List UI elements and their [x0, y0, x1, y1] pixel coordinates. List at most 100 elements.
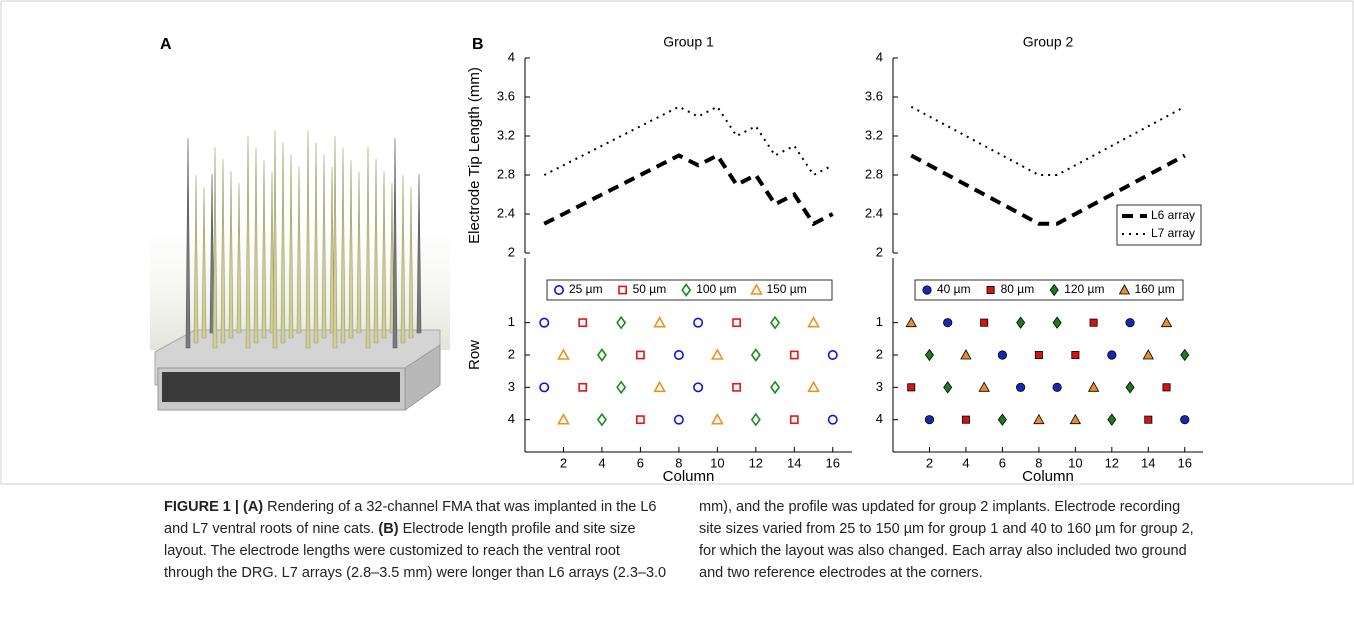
marker: [997, 413, 1007, 426]
marker: [539, 382, 550, 393]
marker: [557, 348, 570, 360]
x-tick-label: 14: [1141, 455, 1155, 470]
y-tick-label: 2.4: [865, 205, 883, 220]
data-line: [910, 153, 1186, 226]
electrode-shank: [340, 148, 346, 344]
marker: [807, 316, 820, 328]
marker: [596, 348, 607, 362]
electrode-shank: [193, 175, 199, 344]
caption-label: FIGURE 1 |: [164, 499, 239, 515]
marker: [673, 414, 684, 425]
marker: [1071, 350, 1080, 359]
marker: [943, 381, 953, 394]
marker: [961, 415, 970, 424]
figure-frame: [0, 0, 1354, 485]
marker: [1180, 348, 1190, 362]
electrode-shank: [185, 138, 191, 349]
x-tick-label: 2: [560, 455, 567, 470]
y-tick-label: 2: [508, 346, 515, 361]
marker: [1052, 382, 1062, 392]
marker: [980, 318, 989, 327]
marker: [636, 415, 645, 425]
x-tick-label: 6: [637, 455, 644, 470]
electrode-shank: [400, 175, 406, 344]
x-axis-label: Column: [1022, 468, 1074, 485]
x-tick-label: 12: [749, 455, 763, 470]
x-tick-label: 8: [1035, 455, 1042, 470]
array-base-end: [404, 344, 441, 411]
marker: [770, 315, 781, 330]
legend-label: 160 µm: [1134, 282, 1174, 296]
legend-label: 100 µm: [696, 282, 736, 296]
electrode-shank: [348, 160, 354, 339]
x-tick-label: 12: [1105, 455, 1119, 470]
x-tick-label: 4: [962, 455, 969, 470]
marker: [750, 412, 761, 427]
caption-label: (A): [243, 499, 264, 515]
marker: [770, 380, 781, 395]
electrode-shank: [392, 138, 398, 349]
y-tick-label: 3: [508, 379, 515, 394]
electrode-shank: [305, 130, 311, 349]
y-tick-label: 2.8: [865, 166, 883, 181]
x-tick-label: 2: [926, 455, 933, 470]
y-tick-label: 4: [508, 411, 515, 426]
legend-label: 120 µm: [1064, 282, 1104, 296]
y-tick-label: 3: [876, 379, 883, 394]
marker: [693, 317, 704, 328]
x-tick-label: 10: [710, 455, 724, 470]
data-line: [543, 105, 834, 177]
marker: [922, 285, 932, 295]
marker: [827, 414, 838, 425]
caption-text: Rendering of a 32-channel FMA that was i…: [164, 499, 657, 537]
y-tick-label: 3.2: [865, 127, 883, 142]
marker: [1118, 284, 1131, 295]
y-tick-label: 3.6: [497, 88, 515, 103]
y-tick-label: 1: [508, 314, 515, 329]
marker: [907, 383, 916, 392]
marker: [1089, 318, 1098, 327]
x-tick-label: 6: [999, 455, 1006, 470]
legend: L6 array L7 array: [1116, 204, 1202, 246]
figure: A B Group 1 Electrode Tip Length (mm) 2 2.4…: [0, 0, 1354, 485]
electrode-shank: [313, 142, 319, 344]
legend-label: 25 µm: [569, 282, 603, 296]
x-tick-label: 8: [675, 455, 682, 470]
marker: [732, 318, 741, 328]
marker: [1033, 413, 1045, 425]
legend: 25 µm 50 µm 100 µm 150 µm: [546, 279, 833, 301]
caption-text: Electrode length profile and site size l…: [164, 499, 1194, 581]
y-tick-label: 4: [876, 411, 883, 426]
electrode-shank: [329, 166, 335, 334]
x-tick-label: 10: [1068, 455, 1082, 470]
marker: [636, 350, 645, 360]
legend: 40 µm 80 µm 120 µm 160 µm: [914, 279, 1184, 301]
legend-label: 50 µm: [633, 282, 667, 296]
marker: [710, 348, 724, 360]
chart-title: Group 2: [1023, 34, 1074, 50]
marker: [1016, 316, 1026, 329]
y-tick-label: 2.4: [497, 205, 515, 220]
electrode-shank: [416, 174, 422, 334]
caption: FIGURE 1 | (A) Rendering of a 32-channel…: [164, 496, 1204, 584]
electrode-shank: [220, 158, 226, 344]
marker: [1125, 318, 1135, 328]
marker: [905, 316, 917, 328]
electrode-shank: [245, 136, 251, 349]
marker: [1052, 316, 1062, 329]
marker: [1087, 381, 1100, 392]
legend-box: [1116, 204, 1202, 246]
electrode-shank: [236, 182, 242, 334]
marker: [616, 315, 627, 330]
electrode-shank: [253, 148, 259, 344]
marker: [1034, 350, 1043, 359]
marker: [1125, 381, 1135, 394]
marker: [1144, 415, 1153, 424]
electrode-shank: [228, 170, 234, 339]
y-axis-label: Electrode Tip Length (mm): [466, 67, 483, 244]
marker: [997, 350, 1008, 360]
electrode-shank: [373, 158, 379, 344]
electrode-shank: [356, 172, 362, 334]
marker: [681, 283, 692, 297]
